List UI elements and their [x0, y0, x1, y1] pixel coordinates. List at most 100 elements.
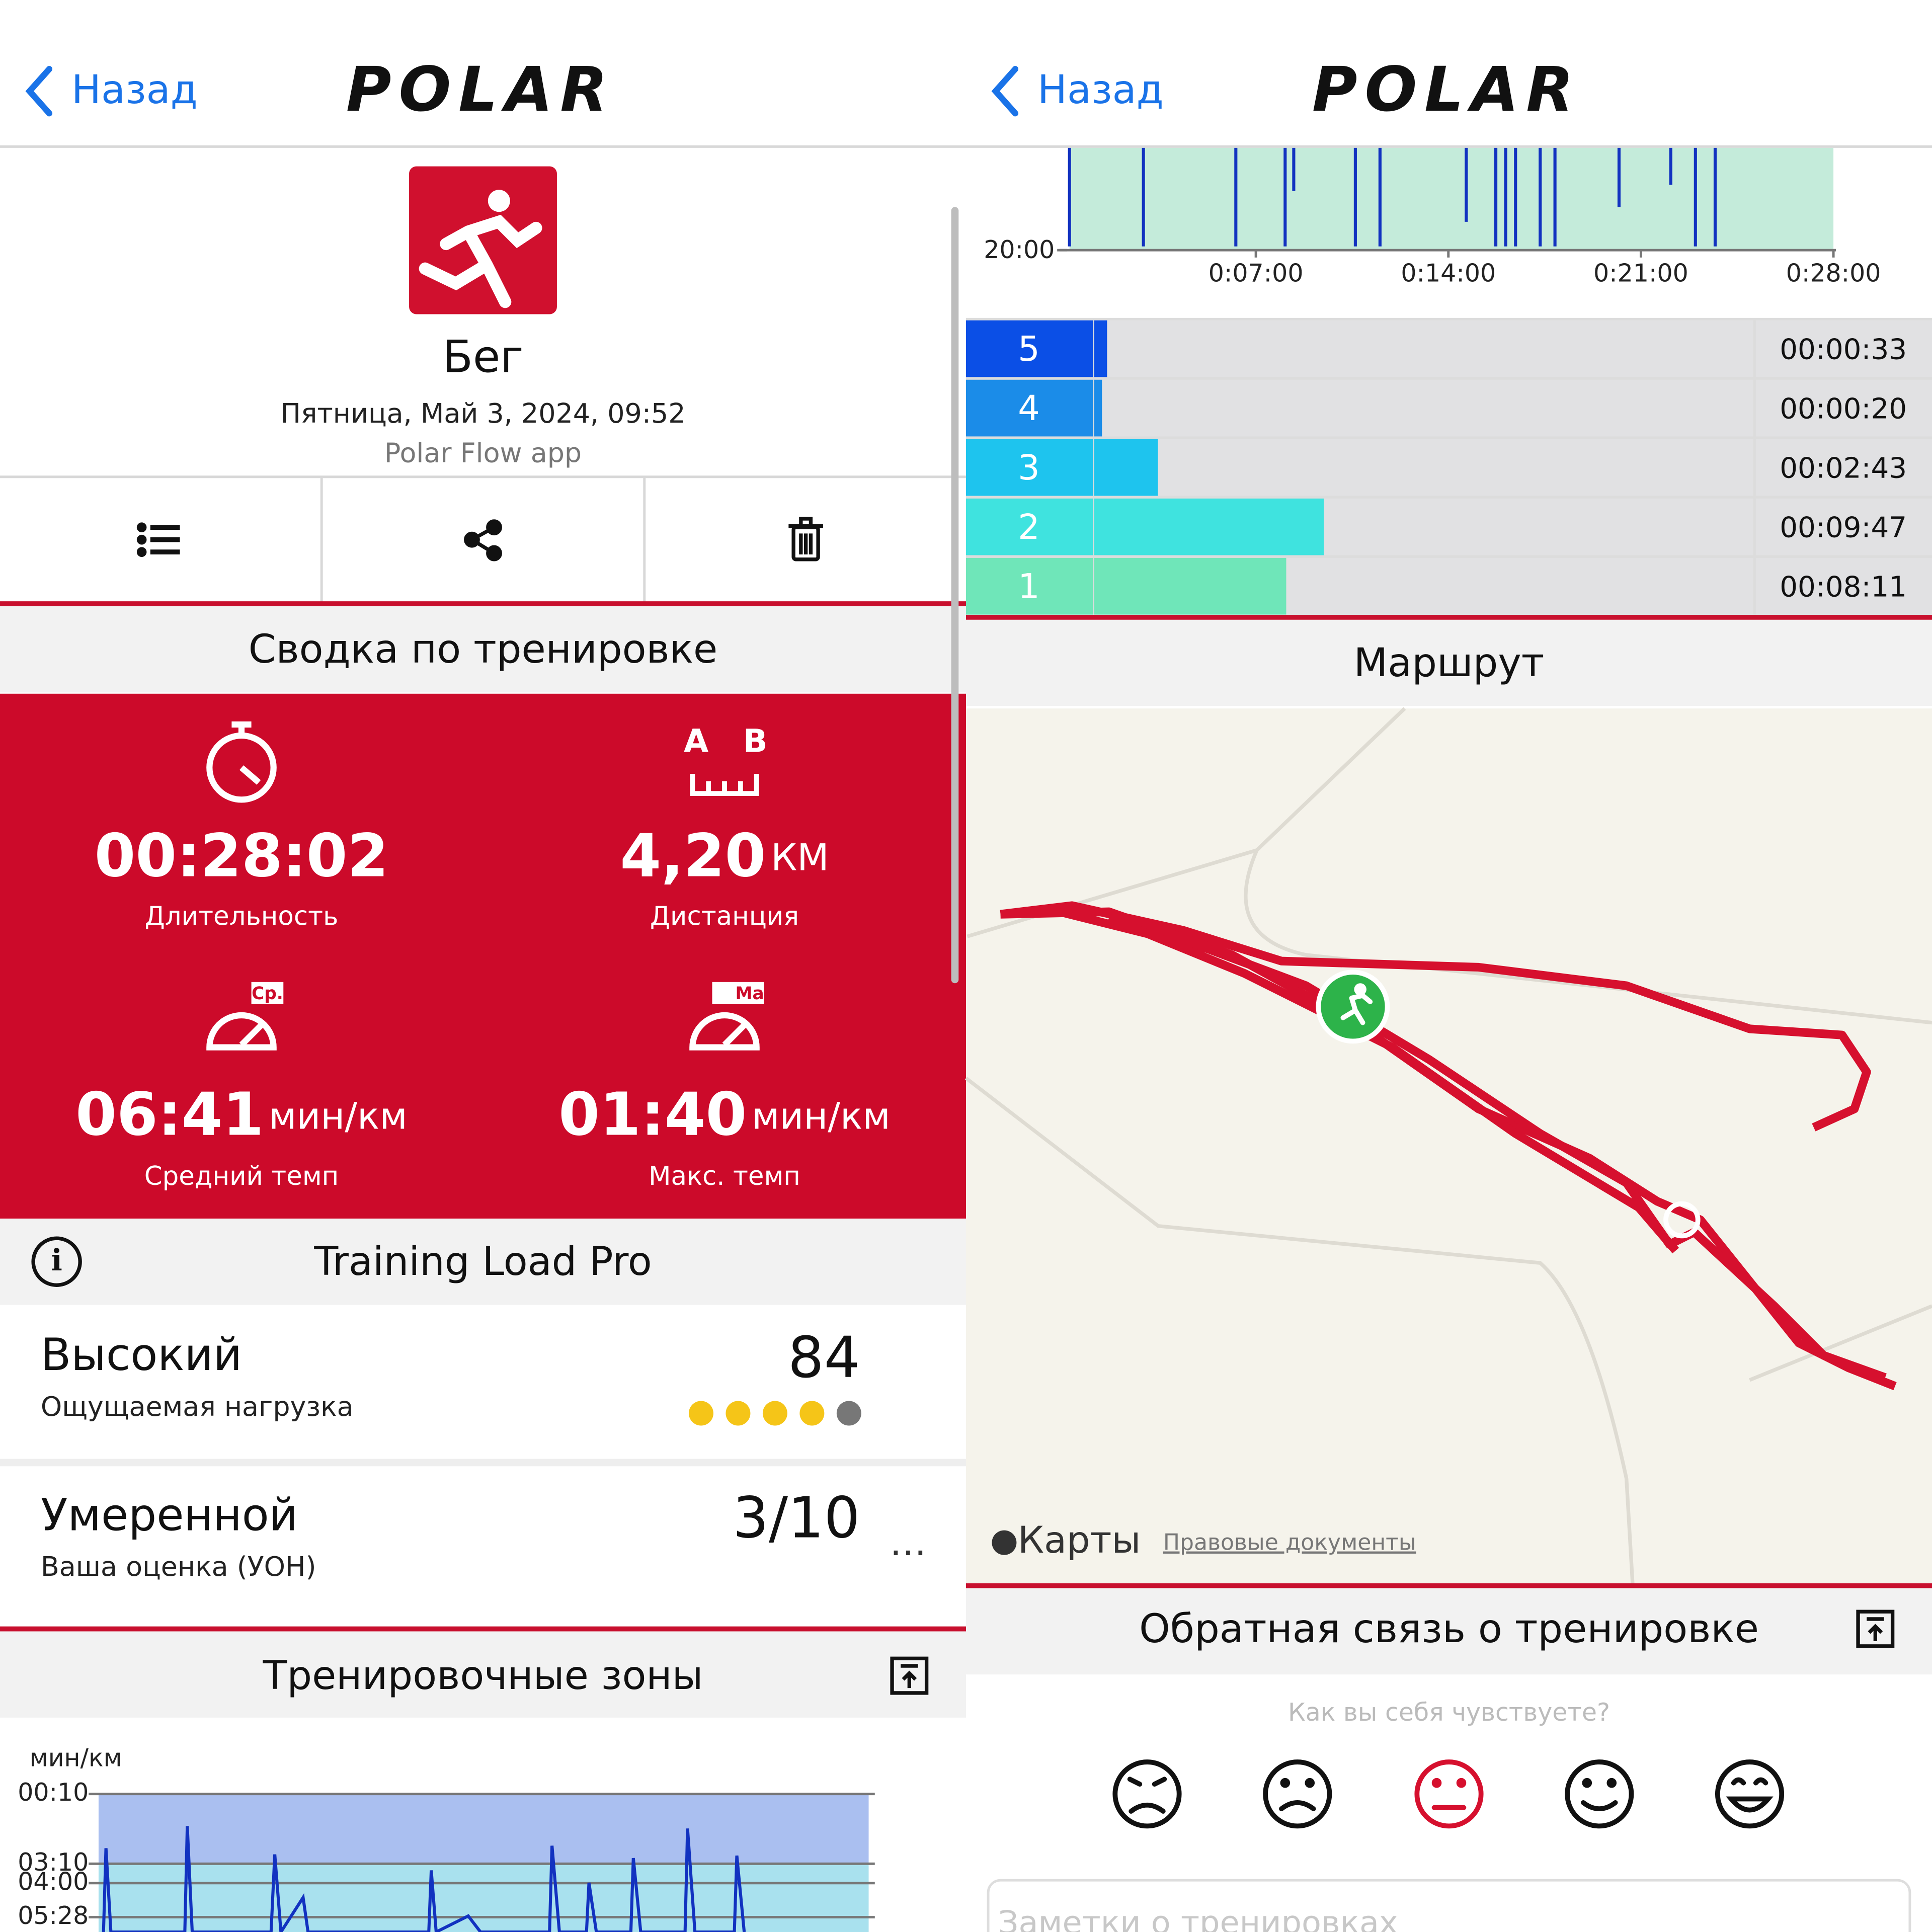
metric-number: 00:28:02	[95, 822, 389, 891]
metric-label: Длительность	[145, 901, 339, 931]
zone-label-cell	[966, 557, 1093, 615]
scrollbar	[951, 207, 959, 984]
load-level: Высокий	[41, 1329, 242, 1381]
map[interactable]	[966, 708, 1932, 1583]
metric-badge: Ср.	[252, 984, 283, 1004]
x-tick-label: 0:21:00	[1593, 259, 1688, 288]
rating-dot	[726, 1401, 751, 1426]
list-button[interactable]	[136, 522, 180, 557]
sport-icon	[409, 166, 557, 314]
value-label: 00:00:33	[1780, 334, 1907, 366]
load-description: Ощущаемая нагрузка	[41, 1391, 354, 1422]
bar	[1094, 379, 1102, 437]
metric-number: 4,20	[620, 822, 766, 891]
zone-time-cell	[1755, 379, 1932, 437]
expand-button[interactable]	[1856, 1609, 1895, 1648]
rating-dot	[799, 1401, 825, 1426]
route-path	[1000, 901, 1897, 1391]
map-brand: Карты	[1018, 1519, 1141, 1562]
info-icon: i	[51, 1243, 62, 1277]
feedback-question: Как вы себя чувствуете?	[1288, 1698, 1610, 1727]
y-tick-label: 20:00	[984, 235, 1055, 264]
delete-button[interactable]	[788, 517, 823, 561]
zone-name: 3	[1018, 448, 1040, 488]
load-value: 84	[788, 1324, 860, 1391]
zone-band	[1069, 147, 1834, 251]
bar	[1094, 320, 1107, 377]
section-title: Маршрут	[1354, 640, 1545, 686]
back-button[interactable]: Назад	[71, 67, 198, 113]
logo: POLAR	[1312, 53, 1581, 125]
nav-bar	[966, 0, 1932, 147]
x-tick-label: 0:28:00	[1786, 259, 1881, 288]
zone-track	[1095, 320, 1753, 377]
runner-icon	[1340, 983, 1373, 1025]
zone-time-cell	[1755, 439, 1932, 496]
zone-label-cell	[966, 320, 1093, 377]
zone-name: 1	[1018, 567, 1040, 607]
metric-value: 01:40 мин/км	[558, 1080, 891, 1149]
section-header	[0, 1631, 966, 1718]
metric-label: Макс. темп	[649, 1161, 800, 1191]
rating-dot	[762, 1401, 787, 1426]
value-label: 00:00:20	[1780, 393, 1907, 426]
gauge-icons	[206, 1012, 760, 1051]
y-tick-label: 03:10	[18, 1848, 89, 1877]
value-label: 00:08:11	[1780, 571, 1907, 604]
zone-track	[1095, 439, 1753, 496]
metric-label: Дистанция	[650, 901, 799, 931]
zone-time-cell	[1755, 320, 1932, 377]
section-title: Training Load Pro	[313, 1239, 652, 1284]
end-marker[interactable]	[1663, 1201, 1701, 1239]
legal-link[interactable]: Правовые документы	[1163, 1530, 1416, 1556]
ruler-icon	[690, 773, 759, 796]
more-button[interactable]: …	[890, 1521, 926, 1564]
back-arrow[interactable]	[25, 66, 53, 117]
zone-track	[1095, 379, 1753, 437]
activity-source: Polar Flow app	[384, 437, 582, 468]
section-header	[966, 1588, 1932, 1675]
logo: POLAR	[346, 53, 615, 125]
metric-badge: B	[743, 722, 768, 760]
load-level: Умеренной	[41, 1489, 298, 1541]
metric-label: Средний темп	[144, 1161, 339, 1191]
x-tick-label: 0:07:00	[1209, 259, 1304, 288]
x-tick-label: 0:14:00	[1401, 259, 1496, 288]
section-header	[966, 619, 1932, 706]
y-tick-label: 05:28	[18, 1901, 89, 1930]
zone-name: 4	[1018, 388, 1040, 429]
info-button[interactable]	[31, 1236, 82, 1287]
zone-time-cell	[1755, 557, 1932, 615]
metric-unit: мин/км	[752, 1095, 891, 1138]
load-description: Ваша оценка (УОН)	[41, 1551, 316, 1582]
metric-number: 01:40	[558, 1080, 747, 1149]
zone-label-cell	[966, 379, 1093, 437]
notes-input[interactable]	[987, 1879, 1911, 1932]
mood-faces[interactable]	[1112, 1759, 1785, 1829]
notes-placeholder: Заметки о тренировках	[998, 1904, 1398, 1932]
zone-time-cell	[1755, 498, 1932, 555]
rating-dot	[688, 1401, 713, 1426]
metric-value: 00:28:02	[95, 822, 389, 891]
section-title: Тренировочные зоны	[262, 1653, 703, 1699]
zone-label-cell	[966, 439, 1093, 496]
metric-value: 4,20 КМ	[620, 822, 829, 891]
metric-badge: A	[684, 722, 708, 760]
pace-spikes	[1068, 147, 1717, 247]
y-axis-unit: мин/км	[30, 1744, 122, 1773]
value-label: 00:09:47	[1780, 512, 1907, 544]
back-arrow[interactable]	[991, 66, 1019, 117]
metric-unit: КМ	[771, 836, 829, 879]
zone-band	[98, 1863, 869, 1932]
expand-button[interactable]	[890, 1656, 929, 1695]
badge	[712, 982, 764, 1004]
apple-icon	[992, 1530, 1017, 1555]
metric-badge: Макс.	[735, 984, 792, 1004]
back-button[interactable]: Назад	[1037, 67, 1164, 113]
share-button[interactable]	[464, 519, 502, 561]
runner-icon	[419, 190, 542, 308]
summary-panel	[0, 693, 966, 1219]
stopwatch-icon	[206, 721, 277, 803]
metric-number: 06:41	[75, 1080, 264, 1149]
